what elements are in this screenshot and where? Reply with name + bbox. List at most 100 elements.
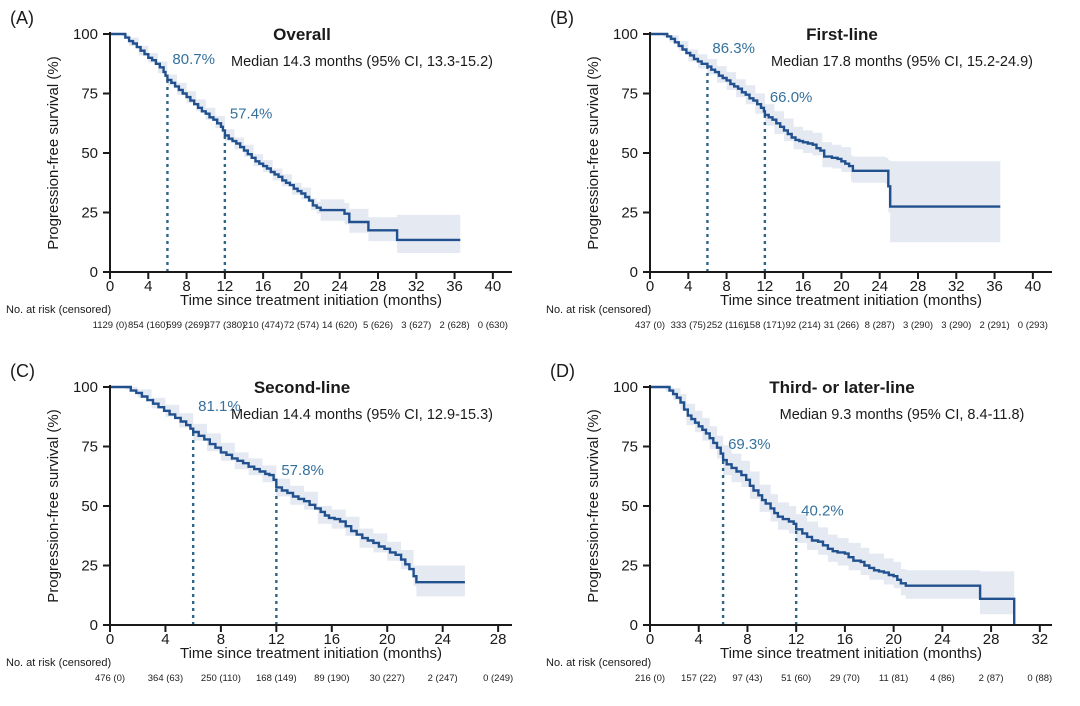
y-tick-label: 50 [621,498,638,515]
x-tick-label: 24 [934,631,951,648]
y-tick-label: 75 [621,86,638,103]
landmark-percent-label-6mo: 69.3% [728,436,771,453]
x-tick-label: 20 [379,631,396,648]
risk-value: 437 (0) [635,320,665,331]
x-tick-label: 40 [1025,278,1042,295]
x-tick-label: 12 [268,631,285,648]
y-tick-label: 100 [613,379,638,396]
risk-table-header: No. at risk (censored) [546,657,651,669]
risk-value: 2 (628) [440,320,470,331]
y-tick-label: 25 [81,558,98,575]
risk-value: 3 (290) [903,320,933,331]
landmark-percent-label-6mo: 86.3% [712,40,755,57]
median-label: Median 9.3 months (95% CI, 8.4-11.8) [780,407,1025,423]
panel-overall: 0 1129 (0) 4 854 (160) 8 599 (269) 12 377 (380)… [0,0,540,353]
landmark-percent-label-6mo: 81.1% [198,398,241,415]
risk-value: 0 (630) [478,320,508,331]
y-tick-label: 100 [73,26,98,43]
x-tick-label: 32 [948,278,965,295]
x-tick-label: 0 [646,278,654,295]
x-tick-label: 4 [144,278,152,295]
km-curve [110,385,465,584]
risk-value: 2 (87) [979,673,1004,684]
risk-value: 364 (63) [148,673,183,684]
x-axis-label: Time since treatment initiation (months) [180,292,442,309]
y-tick-label: 25 [621,205,638,222]
x-tick-label: 4 [684,278,692,295]
panel-letter: (B) [550,8,574,28]
risk-value: 250 (110) [201,673,241,684]
risk-value: 3 (627) [401,320,431,331]
x-axis-label: Time since treatment initiation (months) [720,645,982,662]
panel-second-line: 0 476 (0) 4 364 (63) 8 250 (110) 12 168 (149) 16… [0,353,540,706]
risk-value: 97 (43) [732,673,762,684]
panel-title: First-line [806,25,878,44]
confidence-band [110,34,461,253]
risk-value: 5 (626) [363,320,393,331]
risk-value: 1129 (0) [93,320,128,331]
x-tick-label: 36 [446,278,463,295]
landmark-percent-label-12mo: 40.2% [801,503,844,520]
x-tick-label: 8 [182,278,190,295]
risk-value: 333 (75) [671,320,706,331]
x-tick-label: 16 [255,278,272,295]
y-tick-label: 100 [73,379,98,396]
risk-value: 216 (0) [635,673,665,684]
x-tick-label: 12 [217,278,234,295]
y-tick-label: 75 [621,439,638,456]
confidence-band [650,387,1015,615]
x-tick-label: 28 [983,631,1000,648]
y-axis-label: Progression-free survival (%) [45,409,62,602]
x-tick-label: 8 [217,631,225,648]
y-tick-label: 50 [621,145,638,162]
landmark-percent-label-12mo: 57.4% [230,105,273,122]
risk-value: 3 (290) [941,320,971,331]
panel-first-line: 0 437 (0) 4 333 (75) 8 252 (116) 12 158 (171) 16… [540,0,1080,353]
x-tick-label: 0 [106,278,114,295]
risk-value: 8 (287) [865,320,895,331]
y-tick-label: 75 [81,86,98,103]
risk-table-header: No. at risk (censored) [546,304,651,316]
risk-value: 168 (149) [256,673,297,684]
x-tick-label: 40 [485,278,502,295]
x-tick-label: 20 [885,631,902,648]
risk-value: 158 (171) [745,320,786,331]
panel-letter: (D) [550,361,575,381]
x-axis-label: Time since treatment initiation (months) [180,645,442,662]
y-tick-label: 50 [81,498,98,515]
panel-d-svg: 0 216 (0) 4 157 (22) 8 97 (43) 12 51 (60) 16 29 (… [546,361,1052,684]
panel-a-svg: 0 1129 (0) 4 854 (160) 8 599 (269) 12 377 (380)… [6,8,512,331]
x-tick-label: 20 [293,278,310,295]
risk-value: 29 (70) [830,673,860,684]
y-axis-label: Progression-free survival (%) [585,409,602,602]
risk-value: 599 (269) [166,320,207,331]
risk-value: 854 (160) [128,320,169,331]
risk-value: 72 (574) [284,320,319,331]
x-tick-label: 12 [788,631,805,648]
panel-c-svg: 0 476 (0) 4 364 (63) 8 250 (110) 12 168 (149) 16… [6,361,513,684]
risk-value: 476 (0) [95,673,125,684]
x-tick-label: 32 [1031,631,1048,648]
y-tick-label: 0 [90,617,98,634]
risk-value: 2 (291) [980,320,1010,331]
risk-value: 2 (247) [428,673,458,684]
risk-value: 4 (86) [930,673,955,684]
y-axis-label: Progression-free survival (%) [585,56,602,249]
risk-value: 31 (266) [824,320,859,331]
panel-third-or-later-line: 0 216 (0) 4 157 (22) 8 97 (43) 12 51 (60) 16 29 (… [540,353,1080,706]
y-tick-label: 25 [621,558,638,575]
y-tick-label: 0 [90,264,98,281]
risk-value: 0 (249) [483,673,513,684]
panel-b-svg: 0 437 (0) 4 333 (75) 8 252 (116) 12 158 (171) 16… [546,8,1052,331]
landmark-percent-label-12mo: 57.8% [281,462,324,479]
panel-title: Second-line [254,378,350,397]
risk-value: 0 (293) [1018,320,1048,331]
y-tick-label: 25 [81,205,98,222]
x-tick-label: 4 [161,631,169,648]
x-tick-label: 28 [490,631,507,648]
x-tick-label: 20 [833,278,850,295]
x-tick-label: 0 [106,631,114,648]
x-tick-label: 12 [757,278,774,295]
x-tick-label: 16 [795,278,812,295]
